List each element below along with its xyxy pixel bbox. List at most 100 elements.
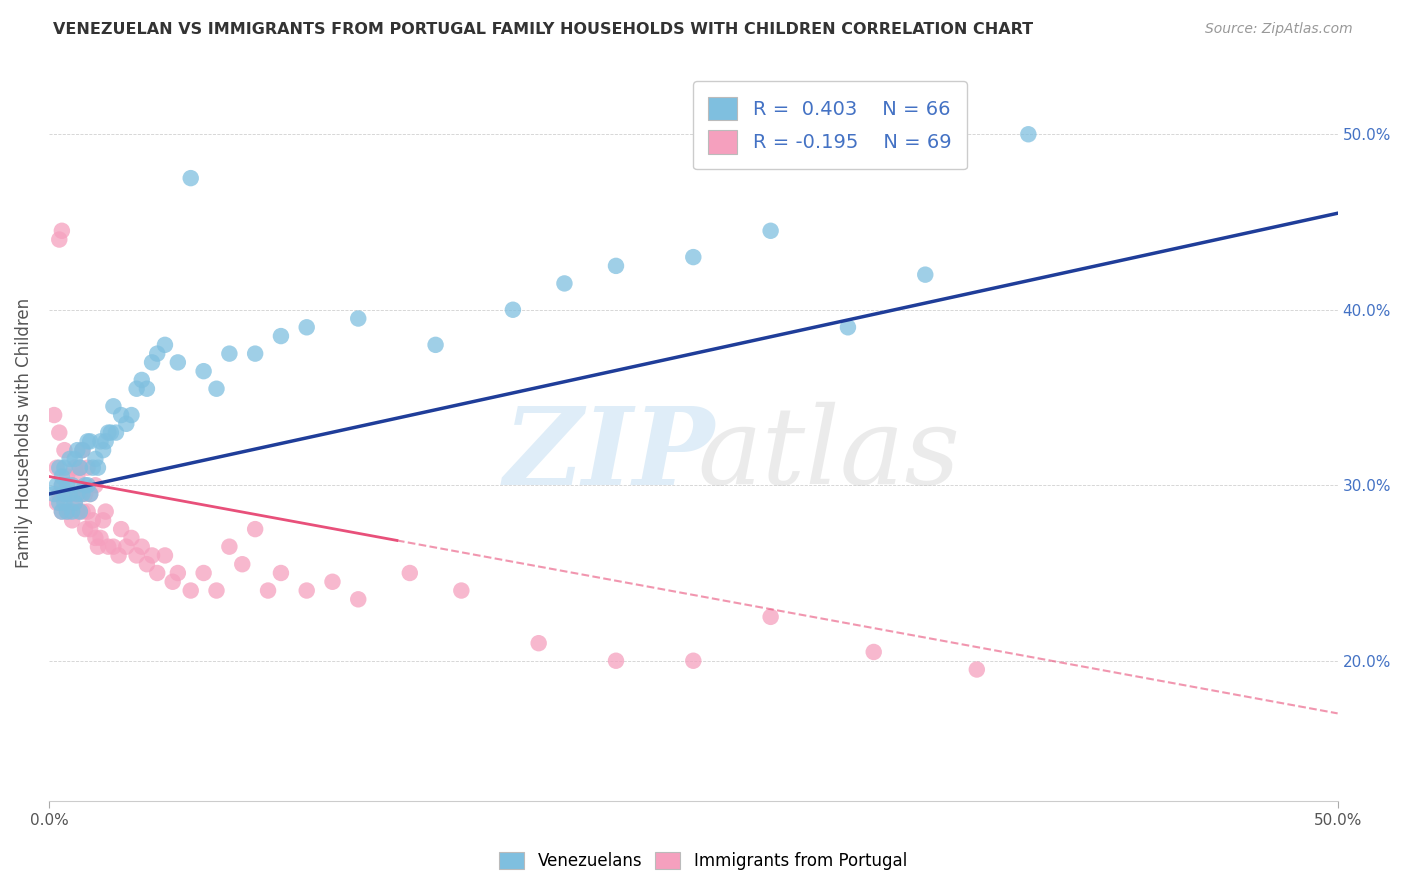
Point	[135, 558, 157, 572]
Point	[193, 566, 215, 580]
Point	[347, 311, 370, 326]
Point	[193, 364, 215, 378]
Point	[45, 496, 67, 510]
Point	[72, 487, 94, 501]
Point	[94, 505, 117, 519]
Point	[53, 487, 76, 501]
Point	[72, 443, 94, 458]
Point	[63, 496, 86, 510]
Point	[45, 460, 67, 475]
Point	[63, 460, 86, 475]
Point	[79, 434, 101, 449]
Text: VENEZUELAN VS IMMIGRANTS FROM PORTUGAL FAMILY HOUSEHOLDS WITH CHILDREN CORRELATI: VENEZUELAN VS IMMIGRANTS FROM PORTUGAL F…	[53, 22, 1033, 37]
Point	[48, 460, 70, 475]
Point	[218, 346, 240, 360]
Point	[51, 505, 73, 519]
Point	[398, 566, 420, 580]
Point	[295, 320, 318, 334]
Point	[135, 382, 157, 396]
Point	[1017, 128, 1039, 142]
Point	[218, 540, 240, 554]
Point	[56, 469, 79, 483]
Point	[66, 443, 89, 458]
Point	[56, 505, 79, 519]
Point	[89, 531, 111, 545]
Point	[205, 583, 228, 598]
Point	[63, 496, 86, 510]
Point	[45, 478, 67, 492]
Point	[53, 496, 76, 510]
Point	[100, 425, 122, 440]
Point	[321, 574, 343, 589]
Point	[66, 505, 89, 519]
Point	[72, 443, 94, 458]
Point	[605, 259, 627, 273]
Point	[91, 443, 114, 458]
Point	[79, 487, 101, 501]
Text: Source: ZipAtlas.com: Source: ZipAtlas.com	[1205, 22, 1353, 37]
Point	[115, 540, 138, 554]
Point	[527, 636, 550, 650]
Point	[125, 549, 148, 563]
Point	[166, 355, 188, 369]
Point	[270, 566, 292, 580]
Point	[270, 329, 292, 343]
Point	[76, 460, 98, 475]
Point	[79, 487, 101, 501]
Point	[166, 566, 188, 580]
Point	[73, 478, 96, 492]
Point	[84, 478, 107, 492]
Point	[76, 478, 98, 492]
Point	[42, 487, 65, 501]
Point	[103, 540, 125, 554]
Point	[141, 549, 163, 563]
Point	[141, 355, 163, 369]
Point	[257, 583, 280, 598]
Point	[231, 558, 253, 572]
Point	[51, 469, 73, 483]
Point	[72, 505, 94, 519]
Point	[58, 487, 80, 501]
Point	[131, 540, 153, 554]
Point	[502, 302, 524, 317]
Point	[97, 425, 120, 440]
Point	[295, 583, 318, 598]
Point	[51, 505, 73, 519]
Point	[56, 505, 79, 519]
Point	[69, 487, 91, 501]
Point	[69, 505, 91, 519]
Text: ZIP: ZIP	[503, 401, 716, 508]
Point	[63, 451, 86, 466]
Point	[450, 583, 472, 598]
Point	[48, 496, 70, 510]
Point	[205, 382, 228, 396]
Point	[107, 549, 129, 563]
Y-axis label: Family Households with Children: Family Households with Children	[15, 298, 32, 567]
Point	[125, 382, 148, 396]
Point	[91, 513, 114, 527]
Point	[60, 478, 83, 492]
Point	[58, 451, 80, 466]
Point	[87, 460, 110, 475]
Point	[58, 505, 80, 519]
Point	[553, 277, 575, 291]
Point	[94, 434, 117, 449]
Point	[162, 574, 184, 589]
Point	[76, 434, 98, 449]
Point	[48, 233, 70, 247]
Point	[56, 478, 79, 492]
Point	[682, 250, 704, 264]
Point	[110, 522, 132, 536]
Point	[79, 522, 101, 536]
Legend: Venezuelans, Immigrants from Portugal: Venezuelans, Immigrants from Portugal	[492, 845, 914, 877]
Point	[73, 487, 96, 501]
Point	[53, 460, 76, 475]
Point	[243, 346, 266, 360]
Point	[53, 443, 76, 458]
Point	[837, 320, 859, 334]
Point	[131, 373, 153, 387]
Point	[966, 663, 988, 677]
Point	[243, 522, 266, 536]
Point	[69, 460, 91, 475]
Point	[51, 224, 73, 238]
